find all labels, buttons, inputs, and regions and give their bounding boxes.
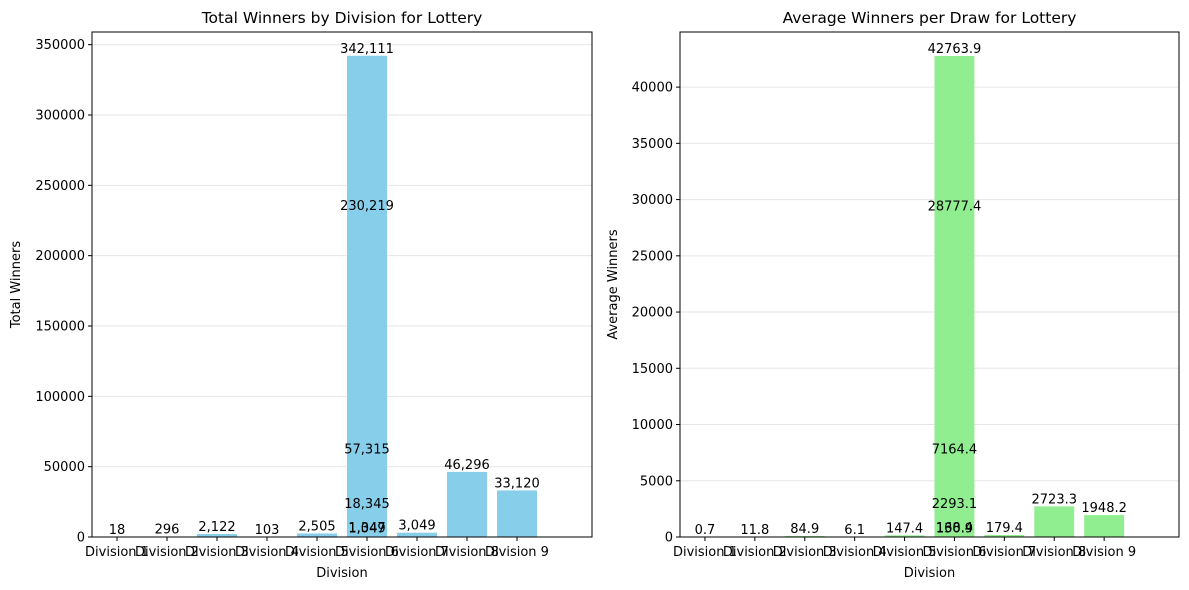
bar xyxy=(347,55,387,537)
y-axis-label: Average Winners xyxy=(606,229,621,340)
y-tick-label: 350000 xyxy=(35,38,85,53)
bar xyxy=(1034,506,1075,537)
x-tick-label: Division 1 xyxy=(85,545,149,560)
x-tick-label: Division 2 xyxy=(723,545,787,560)
y-tick-label: 300000 xyxy=(35,108,85,123)
x-tick-label: Division 9 xyxy=(485,545,549,560)
data-label: 18 xyxy=(109,523,126,538)
x-tick-label: Division 7 xyxy=(972,545,1036,560)
y-axis-label: Total Winners xyxy=(9,241,24,329)
y-tick-label: 0 xyxy=(77,531,85,546)
y-tick-label: 250000 xyxy=(35,179,85,194)
y-tick-label: 5000 xyxy=(640,474,673,489)
data-label: 2,122 xyxy=(198,520,235,535)
x-tick-label: Division 2 xyxy=(135,545,199,560)
bar xyxy=(497,490,537,537)
y-tick-label: 30000 xyxy=(632,193,673,208)
data-label: 6.1 xyxy=(844,523,865,538)
data-label: 130.9 xyxy=(936,522,973,537)
data-label: 296 xyxy=(155,523,180,538)
y-tick-label: 25000 xyxy=(632,249,673,264)
x-tick-label: Division 8 xyxy=(1022,545,1086,560)
data-label: 179.4 xyxy=(986,521,1023,536)
data-label: 33,120 xyxy=(494,476,540,491)
plot-frame xyxy=(679,31,1180,538)
x-tick-label: Division 5 xyxy=(873,545,937,560)
data-label: 230,219 xyxy=(340,199,394,214)
x-tick-label: Division 7 xyxy=(385,545,449,560)
data-label: 42763.9 xyxy=(928,42,982,57)
chart-1: 0 50000 100000 150000 200000 250000 300000 3500… xyxy=(9,9,593,581)
data-label: 147.4 xyxy=(886,521,923,536)
data-label: 2723.3 xyxy=(1032,492,1078,507)
x-tick-label: Division 6 xyxy=(335,545,399,560)
x-tick-label: Division 5 xyxy=(285,545,349,560)
bar xyxy=(934,56,975,537)
data-label: 7164.4 xyxy=(932,442,978,457)
x-tick-label: Division 8 xyxy=(435,545,499,560)
data-label: 84.9 xyxy=(790,522,819,537)
x-tick-label: Division 4 xyxy=(823,545,887,560)
chart-title: Average Winners per Draw for Lottery xyxy=(783,9,1077,27)
data-label: 0.7 xyxy=(695,523,716,538)
bar xyxy=(984,534,1025,537)
x-axis-label: Division xyxy=(316,566,368,581)
data-label: 2293.1 xyxy=(932,497,978,512)
data-label: 168.4 xyxy=(936,521,973,536)
y-tick-label: 35000 xyxy=(632,137,673,152)
y-tick-label: 150000 xyxy=(35,319,85,334)
y-tick-label: 15000 xyxy=(632,362,673,377)
bar xyxy=(884,535,925,537)
x-tick-label: Division 4 xyxy=(235,545,299,560)
data-label: 2,505 xyxy=(298,519,335,534)
y-tick-label: 200000 xyxy=(35,249,85,264)
data-label: 1948.2 xyxy=(1081,501,1127,516)
data-label: 57,315 xyxy=(344,442,390,457)
data-label: 342,111 xyxy=(340,42,394,57)
data-label: 11.8 xyxy=(740,523,769,538)
data-label: 1,347 xyxy=(348,521,385,536)
y-tick-label: 20000 xyxy=(632,306,673,321)
bar xyxy=(447,471,487,537)
chart-2: 0 5000 10000 15000 20000 25000 30000 35000 40000… xyxy=(606,9,1180,581)
data-label: 103 xyxy=(255,523,280,538)
x-tick-label: Division 6 xyxy=(922,545,986,560)
data-label: 18,345 xyxy=(344,497,390,512)
x-tick-label: Division 1 xyxy=(673,545,737,560)
y-tick-label: 40000 xyxy=(632,81,673,96)
x-tick-label: Division 3 xyxy=(773,545,837,560)
bar xyxy=(1084,515,1125,537)
x-tick-label: Division 3 xyxy=(185,545,249,560)
data-label: 3,049 xyxy=(398,519,435,534)
y-tick-label: 10000 xyxy=(632,418,673,433)
bar xyxy=(197,534,237,537)
y-tick-label: 0 xyxy=(665,531,673,546)
y-tick-label: 100000 xyxy=(35,390,85,405)
bar xyxy=(297,533,337,537)
x-tick-label: Division 9 xyxy=(1072,545,1136,560)
plot-frame xyxy=(91,31,593,538)
x-axis-label: Division xyxy=(904,566,956,581)
data-label: 1,049 xyxy=(348,522,385,537)
data-label: 28777.4 xyxy=(928,199,982,214)
data-label: 46,296 xyxy=(444,458,490,473)
bar xyxy=(397,532,437,537)
y-tick-label: 50000 xyxy=(44,460,85,475)
chart-title: Total Winners by Division for Lottery xyxy=(201,9,483,27)
